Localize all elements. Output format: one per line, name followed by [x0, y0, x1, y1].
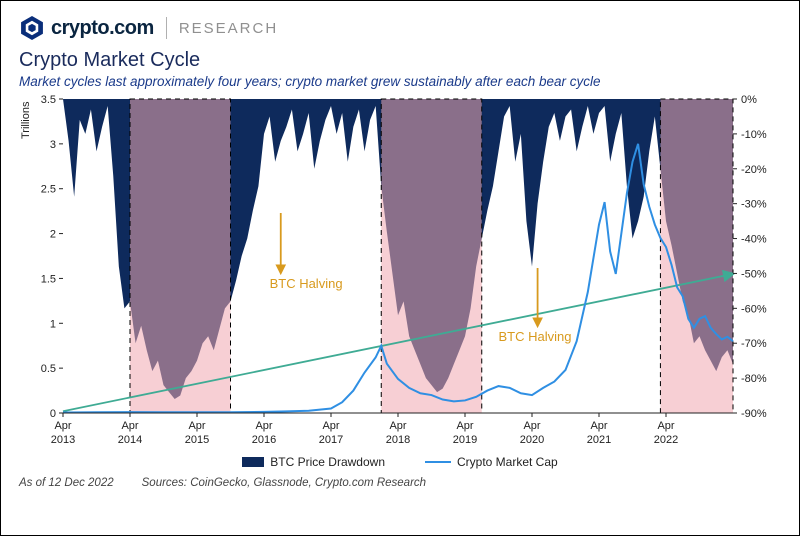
x-tick: Apr — [590, 420, 607, 432]
brand-name: crypto.com — [51, 17, 154, 40]
footer: As of 12 Dec 2022 Sources: CoinGecko, Gl… — [19, 477, 781, 489]
x-tick: Apr — [54, 420, 71, 432]
legend: BTC Price Drawdown Crypto Market Cap — [19, 455, 781, 469]
y-right-tick: -20% — [741, 164, 767, 176]
x-tick-year: 2013 — [51, 434, 75, 446]
y-left-tick: 0.5 — [41, 363, 56, 375]
x-tick: Apr — [657, 420, 674, 432]
y-right-tick: -80% — [741, 373, 767, 385]
x-tick-year: 2019 — [453, 434, 477, 446]
x-tick-year: 2016 — [252, 434, 276, 446]
crypto-com-icon — [19, 15, 45, 41]
x-tick-year: 2015 — [185, 434, 209, 446]
chart-subtitle: Market cycles last approximately four ye… — [19, 74, 781, 89]
y-right-tick: 0% — [741, 94, 757, 106]
bear-band — [130, 99, 231, 413]
x-tick-year: 2022 — [654, 434, 678, 446]
halving-label: BTC Halving — [270, 276, 343, 291]
y-right-tick: -90% — [741, 408, 767, 420]
y-right-tick: -70% — [741, 338, 767, 350]
y-left-label: Trillions — [20, 101, 32, 139]
legend-drawdown: BTC Price Drawdown — [242, 455, 385, 469]
chart-card: crypto.com RESEARCH Crypto Market Cycle … — [0, 0, 800, 536]
x-tick: Apr — [523, 420, 540, 432]
bear-band — [381, 99, 482, 413]
section-label: RESEARCH — [179, 20, 278, 37]
x-tick: Apr — [188, 420, 205, 432]
header: crypto.com RESEARCH — [19, 15, 781, 41]
y-right-tick: -50% — [741, 268, 767, 280]
halving-label: BTC Halving — [499, 329, 572, 344]
y-left-tick: 3.5 — [41, 94, 56, 106]
x-tick-year: 2020 — [520, 434, 544, 446]
swatch-drawdown — [242, 457, 264, 467]
y-right-tick: -30% — [741, 199, 767, 211]
x-tick-year: 2021 — [587, 434, 611, 446]
x-tick-year: 2018 — [386, 434, 410, 446]
chart-title: Crypto Market Cycle — [19, 49, 781, 72]
x-tick: Apr — [322, 420, 339, 432]
y-left-tick: 2.5 — [41, 184, 56, 196]
as-of-date: As of 12 Dec 2022 — [19, 477, 114, 489]
y-left-tick: 2 — [50, 229, 56, 241]
chart: BTC Halving BTC Halving 0 0.5 1 1.5 2 2.5 3 3.5 Tr… — [19, 93, 779, 453]
legend-mcap-label: Crypto Market Cap — [457, 455, 558, 469]
sources: Sources: CoinGecko, Glassnode, Crypto.co… — [142, 477, 426, 489]
y-right-tick: -40% — [741, 234, 767, 246]
brand-logo: crypto.com — [19, 15, 154, 41]
legend-drawdown-label: BTC Price Drawdown — [270, 455, 385, 469]
x-tick: Apr — [389, 420, 406, 432]
divider — [166, 17, 167, 39]
y-right-tick: -10% — [741, 129, 767, 141]
bear-band — [660, 99, 733, 413]
y-left-tick: 3 — [50, 139, 56, 151]
y-left-tick: 1 — [50, 318, 56, 330]
x-tick: Apr — [255, 420, 272, 432]
x-tick: Apr — [121, 420, 138, 432]
y-left-tick: 0 — [50, 408, 56, 420]
legend-mcap: Crypto Market Cap — [425, 455, 558, 469]
y-left-tick: 1.5 — [41, 273, 56, 285]
y-right-tick: -60% — [741, 303, 767, 315]
x-tick-year: 2017 — [319, 434, 343, 446]
swatch-mcap — [425, 457, 451, 467]
x-tick-year: 2014 — [118, 434, 142, 446]
x-tick: Apr — [456, 420, 473, 432]
chart-svg: BTC Halving BTC Halving 0 0.5 1 1.5 2 2.5 3 3.5 Tr… — [19, 93, 779, 453]
